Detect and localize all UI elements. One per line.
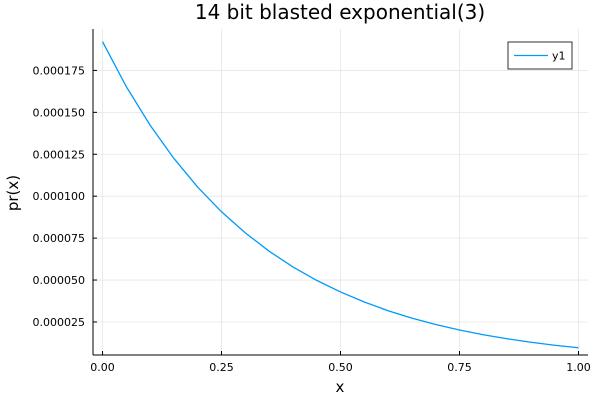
x-tick-label: 1.00 — [566, 361, 591, 374]
x-tick-label: 0.50 — [328, 361, 353, 374]
y-tick-label: 0.000175 — [33, 64, 86, 77]
series-line-y1 — [101, 41, 579, 349]
x-tick-label: 0.75 — [447, 361, 472, 374]
y-ticks: 0.000025 0.000050 0.000075 0.000100 0.000125… — [33, 64, 97, 329]
legend-label-y1: y1 — [552, 50, 566, 63]
y-tick-label: 0.000075 — [33, 232, 86, 245]
x-tick-label: 0.00 — [90, 361, 115, 374]
x-axis-label: x — [336, 378, 345, 396]
y-tick-label: 0.000125 — [33, 148, 86, 161]
x-ticks: 0.00 0.25 0.50 0.75 1.00 — [90, 351, 591, 374]
series-group — [101, 41, 579, 349]
legend: y1 — [507, 41, 573, 70]
grid — [93, 29, 588, 355]
y-tick-label: 0.000100 — [33, 190, 86, 203]
y-tick-label: 0.000150 — [33, 106, 86, 119]
x-tick-label: 0.25 — [209, 361, 234, 374]
y-tick-label: 0.000025 — [33, 316, 86, 329]
y-axis-label: pr(x) — [4, 175, 22, 211]
y-tick-label: 0.000050 — [33, 274, 86, 287]
chart-title: 14 bit blasted exponential(3) — [195, 0, 485, 24]
